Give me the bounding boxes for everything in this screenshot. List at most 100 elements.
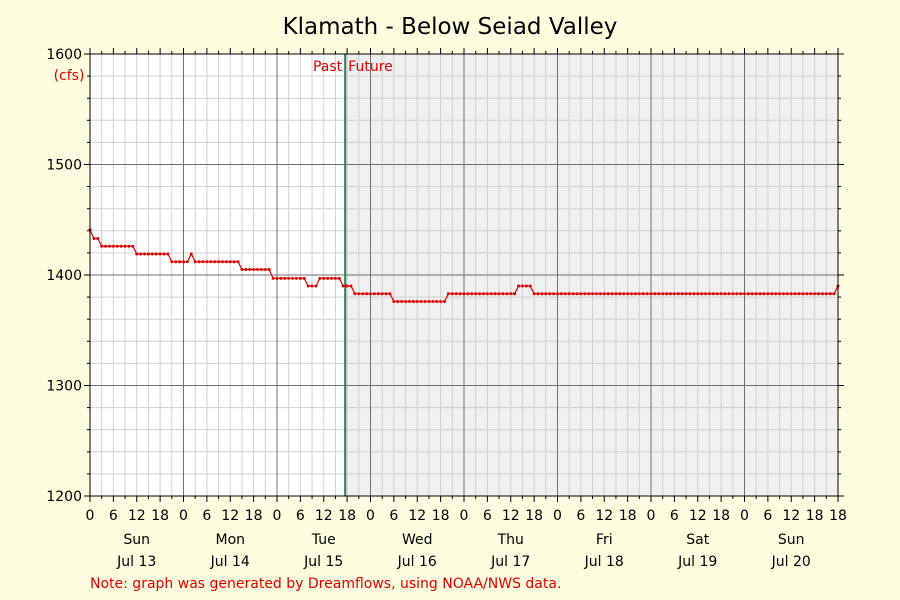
flow-data-point — [154, 252, 158, 256]
x-tick-label: 6 — [389, 508, 398, 524]
flow-data-point — [193, 260, 197, 264]
flow-data-point — [232, 260, 236, 264]
flow-data-point — [750, 292, 754, 296]
x-tick-label: 0 — [273, 508, 282, 524]
flow-data-point — [672, 292, 676, 296]
flow-data-point — [357, 292, 361, 296]
flow-data-point — [314, 284, 318, 288]
flow-data-point — [182, 260, 185, 264]
flow-data-point — [454, 292, 458, 296]
x-tick-label: 6 — [202, 508, 211, 524]
flow-data-point — [96, 237, 100, 241]
flow-data-point — [567, 292, 571, 296]
x-day-label: Sat — [686, 532, 709, 548]
flow-data-point — [131, 244, 135, 248]
flow-data-point — [123, 244, 127, 248]
flow-data-point — [466, 292, 470, 296]
flow-data-point — [571, 292, 575, 296]
flow-data-point — [633, 292, 637, 296]
x-tick-label: 6 — [483, 508, 492, 524]
flow-data-point — [754, 292, 758, 296]
flow-data-point — [696, 292, 700, 296]
y-axis-unit-label: (cfs) — [54, 68, 85, 84]
x-date-label: Jul 14 — [210, 554, 250, 570]
flow-data-point — [326, 276, 330, 280]
flow-data-point — [376, 292, 380, 296]
flow-data-point — [372, 292, 376, 296]
x-tick-label: 18 — [151, 508, 169, 524]
flow-data-point — [735, 292, 739, 296]
flow-data-point — [606, 292, 610, 296]
flow-data-point — [201, 260, 205, 264]
flow-data-point — [774, 292, 778, 296]
flow-data-point — [688, 292, 692, 296]
flow-data-point — [548, 292, 552, 296]
x-tick-label: 18 — [829, 508, 847, 524]
flow-data-point — [785, 292, 789, 296]
flow-data-point — [92, 237, 96, 241]
flow-data-point — [209, 260, 213, 264]
flow-data-point — [158, 252, 162, 256]
flow-data-point — [665, 292, 669, 296]
flow-data-point — [610, 292, 614, 296]
flow-data-point — [817, 292, 821, 296]
flow-data-point — [446, 292, 450, 296]
flow-data-point — [626, 292, 630, 296]
flow-data-point — [762, 292, 766, 296]
flow-data-point — [135, 252, 139, 256]
flow-data-point — [415, 300, 419, 304]
flow-data-point — [369, 292, 372, 296]
footer-note: Note: graph was generated by Dreamflows,… — [90, 576, 561, 592]
future-label: Future — [348, 59, 393, 75]
flow-data-point — [400, 300, 404, 304]
flow-data-point — [365, 292, 369, 296]
x-tick-label: 0 — [740, 508, 749, 524]
x-tick-label: 12 — [782, 508, 800, 524]
x-day-label: Mon — [215, 532, 245, 548]
flow-data-point — [298, 276, 302, 280]
flow-data-point — [676, 292, 680, 296]
flow-data-point — [380, 292, 384, 296]
flow-data-point — [641, 292, 645, 296]
flow-data-point — [178, 260, 182, 264]
x-tick-label: 0 — [86, 508, 95, 524]
flow-data-point — [146, 252, 150, 256]
flow-data-point — [801, 292, 805, 296]
flow-data-point — [291, 276, 295, 280]
flow-data-point — [139, 252, 143, 256]
flow-data-point — [236, 260, 240, 264]
flow-data-point — [349, 284, 353, 288]
flow-data-point — [404, 300, 408, 304]
x-day-label: Fri — [596, 532, 613, 548]
x-date-label: Jul 13 — [116, 554, 156, 570]
flow-data-point — [279, 276, 283, 280]
x-tick-label: 6 — [670, 508, 679, 524]
flow-data-point — [213, 260, 217, 264]
flow-data-point — [388, 292, 392, 296]
x-date-label: Jul 16 — [397, 554, 437, 570]
x-tick-label: 18 — [619, 508, 637, 524]
x-date-label: Jul 15 — [303, 554, 343, 570]
flow-data-point — [205, 260, 209, 264]
flow-data-point — [310, 284, 314, 288]
flow-data-point — [598, 292, 602, 296]
flow-data-point — [544, 292, 548, 296]
flow-data-point — [435, 300, 439, 304]
flow-data-point — [700, 292, 704, 296]
x-date-label: Jul 20 — [771, 554, 811, 570]
flow-data-point — [805, 292, 809, 296]
flow-data-point — [501, 292, 505, 296]
flow-data-point — [622, 292, 626, 296]
flow-data-point — [411, 300, 415, 304]
y-tick-label: 1400 — [46, 268, 82, 284]
flow-data-point — [719, 292, 723, 296]
flow-data-point — [127, 244, 131, 248]
x-day-label: Wed — [402, 532, 433, 548]
x-day-label: Sun — [778, 532, 805, 548]
flow-data-point — [481, 292, 485, 296]
flow-data-point — [540, 292, 544, 296]
flow-data-point — [427, 300, 431, 304]
x-tick-label: 12 — [595, 508, 613, 524]
flow-data-point — [271, 276, 275, 280]
